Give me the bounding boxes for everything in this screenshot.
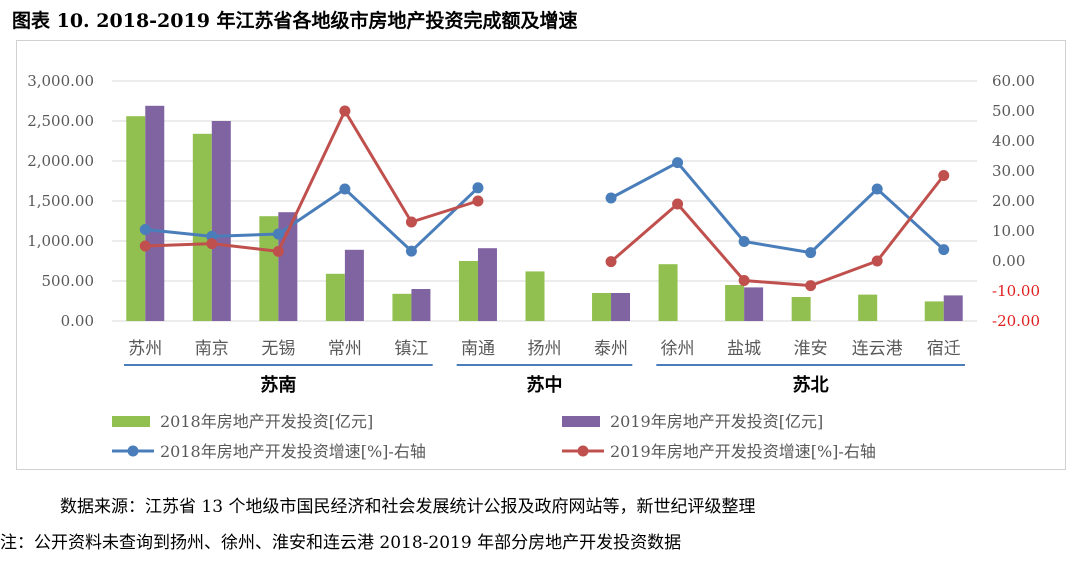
- bar: [791, 297, 811, 321]
- line-point: [206, 238, 218, 250]
- line-point: [472, 195, 484, 207]
- y-left-tick-label: 3,000.00: [27, 72, 94, 90]
- bar: [211, 121, 231, 321]
- y-right-tick-label: 20.00: [992, 192, 1035, 210]
- y-left-tick-label: 500.00: [42, 272, 95, 290]
- x-tick-label: 南京: [195, 339, 229, 359]
- line-point: [605, 192, 617, 204]
- line-point: [272, 245, 284, 257]
- bar: [325, 273, 345, 321]
- bar: [192, 133, 212, 321]
- x-tick-label: 扬州: [528, 339, 562, 359]
- bar: [344, 249, 364, 321]
- y-right-tick-label: 10.00: [992, 222, 1035, 240]
- bar: [145, 105, 165, 321]
- group-label: 苏中: [527, 374, 563, 396]
- y-left-tick-label: 2,000.00: [27, 152, 94, 170]
- bar: [458, 261, 478, 321]
- y-right-tick-label: 40.00: [992, 132, 1035, 150]
- line-point: [272, 228, 284, 240]
- x-tick-label: 徐州: [661, 339, 695, 359]
- bar: [611, 293, 631, 321]
- bar: [858, 294, 878, 321]
- line-point: [139, 240, 151, 252]
- bar: [924, 301, 944, 321]
- line-point: [938, 170, 950, 181]
- bar: [725, 285, 745, 321]
- y-left-tick-label: 2,500.00: [27, 112, 94, 130]
- legend-swatch: [562, 416, 600, 427]
- line-point: [871, 183, 883, 195]
- legend-swatch: [112, 416, 150, 427]
- x-tick-label: 南通: [461, 339, 495, 359]
- line-point: [805, 280, 817, 292]
- series-line: [610, 174, 945, 288]
- note-text: 注：公开资料未查询到扬州、徐州、淮安和连云港 2018-2019 年部分房地产开…: [0, 533, 682, 553]
- bar: [477, 248, 497, 321]
- line-point: [339, 105, 351, 117]
- line-point: [472, 182, 484, 194]
- legend-label: 2018年房地产开发投资增速[%]-右轴: [160, 442, 426, 461]
- legend-marker: [127, 445, 139, 457]
- bar: [592, 293, 612, 321]
- line-point: [339, 183, 351, 195]
- line-point: [938, 244, 950, 256]
- legend-label: 2018年房地产开发投资[亿元]: [160, 412, 373, 431]
- y-right-tick-label: 0.00: [992, 252, 1025, 270]
- x-tick-label: 无锡: [261, 339, 295, 359]
- data-source-text: 数据来源：江苏省 13 个地级市国民经济和社会发展统计公报及政府网站等，新世纪评…: [60, 497, 756, 517]
- chart-title: 图表 10. 2018-2019 年江苏省各地级市房地产投资完成额及增速: [12, 10, 578, 32]
- series-line: [145, 107, 479, 254]
- y-right-tick-label: 50.00: [992, 102, 1035, 120]
- legend-label: 2019年房地产开发投资增速[%]-右轴: [610, 442, 876, 461]
- line-point: [405, 245, 417, 257]
- x-tick-label: 泰州: [594, 339, 628, 359]
- series-line: [610, 160, 945, 255]
- legend-marker: [577, 445, 589, 457]
- y-right-tick-label: 30.00: [992, 162, 1035, 180]
- x-tick-label: 淮安: [794, 339, 828, 359]
- bar: [744, 287, 764, 321]
- line-point: [605, 256, 617, 268]
- bar: [392, 293, 412, 321]
- y-left-tick-label: 1,000.00: [27, 232, 94, 250]
- bar: [411, 289, 431, 321]
- line-point: [672, 157, 684, 169]
- line-point: [405, 216, 417, 228]
- chart-area: 0.00 500.00 1,000.00 1,500.00 2,000.00 2,500.…: [16, 40, 1066, 470]
- bar: [259, 216, 279, 321]
- line-point: [738, 275, 750, 286]
- y-left-tick-label: 1,500.00: [27, 192, 94, 210]
- x-tick-label: 连云港: [852, 339, 903, 359]
- series-line: [145, 186, 479, 254]
- chart-svg: 0.00 500.00 1,000.00 1,500.00 2,000.00 2,500.…: [27, 72, 1040, 461]
- bar: [943, 295, 963, 321]
- x-tick-label: 常州: [328, 339, 362, 359]
- x-tick-label: 镇江: [394, 339, 428, 359]
- x-tick-label: 盐城: [727, 339, 761, 359]
- group-label: 苏南: [260, 374, 296, 396]
- group-label: 苏北: [793, 374, 829, 396]
- x-tick-label: 宿迁: [927, 339, 961, 359]
- y-right-tick-label: -10.00: [992, 282, 1040, 300]
- y-right-tick-label: -20.00: [992, 312, 1040, 330]
- line-point: [738, 236, 750, 247]
- legend-label: 2019年房地产开发投资[亿元]: [610, 412, 823, 431]
- bar: [658, 264, 678, 321]
- line-point: [805, 247, 817, 259]
- line-point: [871, 255, 883, 267]
- y-right-tick-label: 60.00: [992, 72, 1035, 90]
- bar: [126, 116, 146, 321]
- line-point: [139, 224, 151, 235]
- x-tick-label: 苏州: [128, 339, 162, 359]
- y-left-tick-label: 0.00: [61, 312, 94, 330]
- bar: [525, 271, 545, 321]
- line-point: [672, 198, 684, 210]
